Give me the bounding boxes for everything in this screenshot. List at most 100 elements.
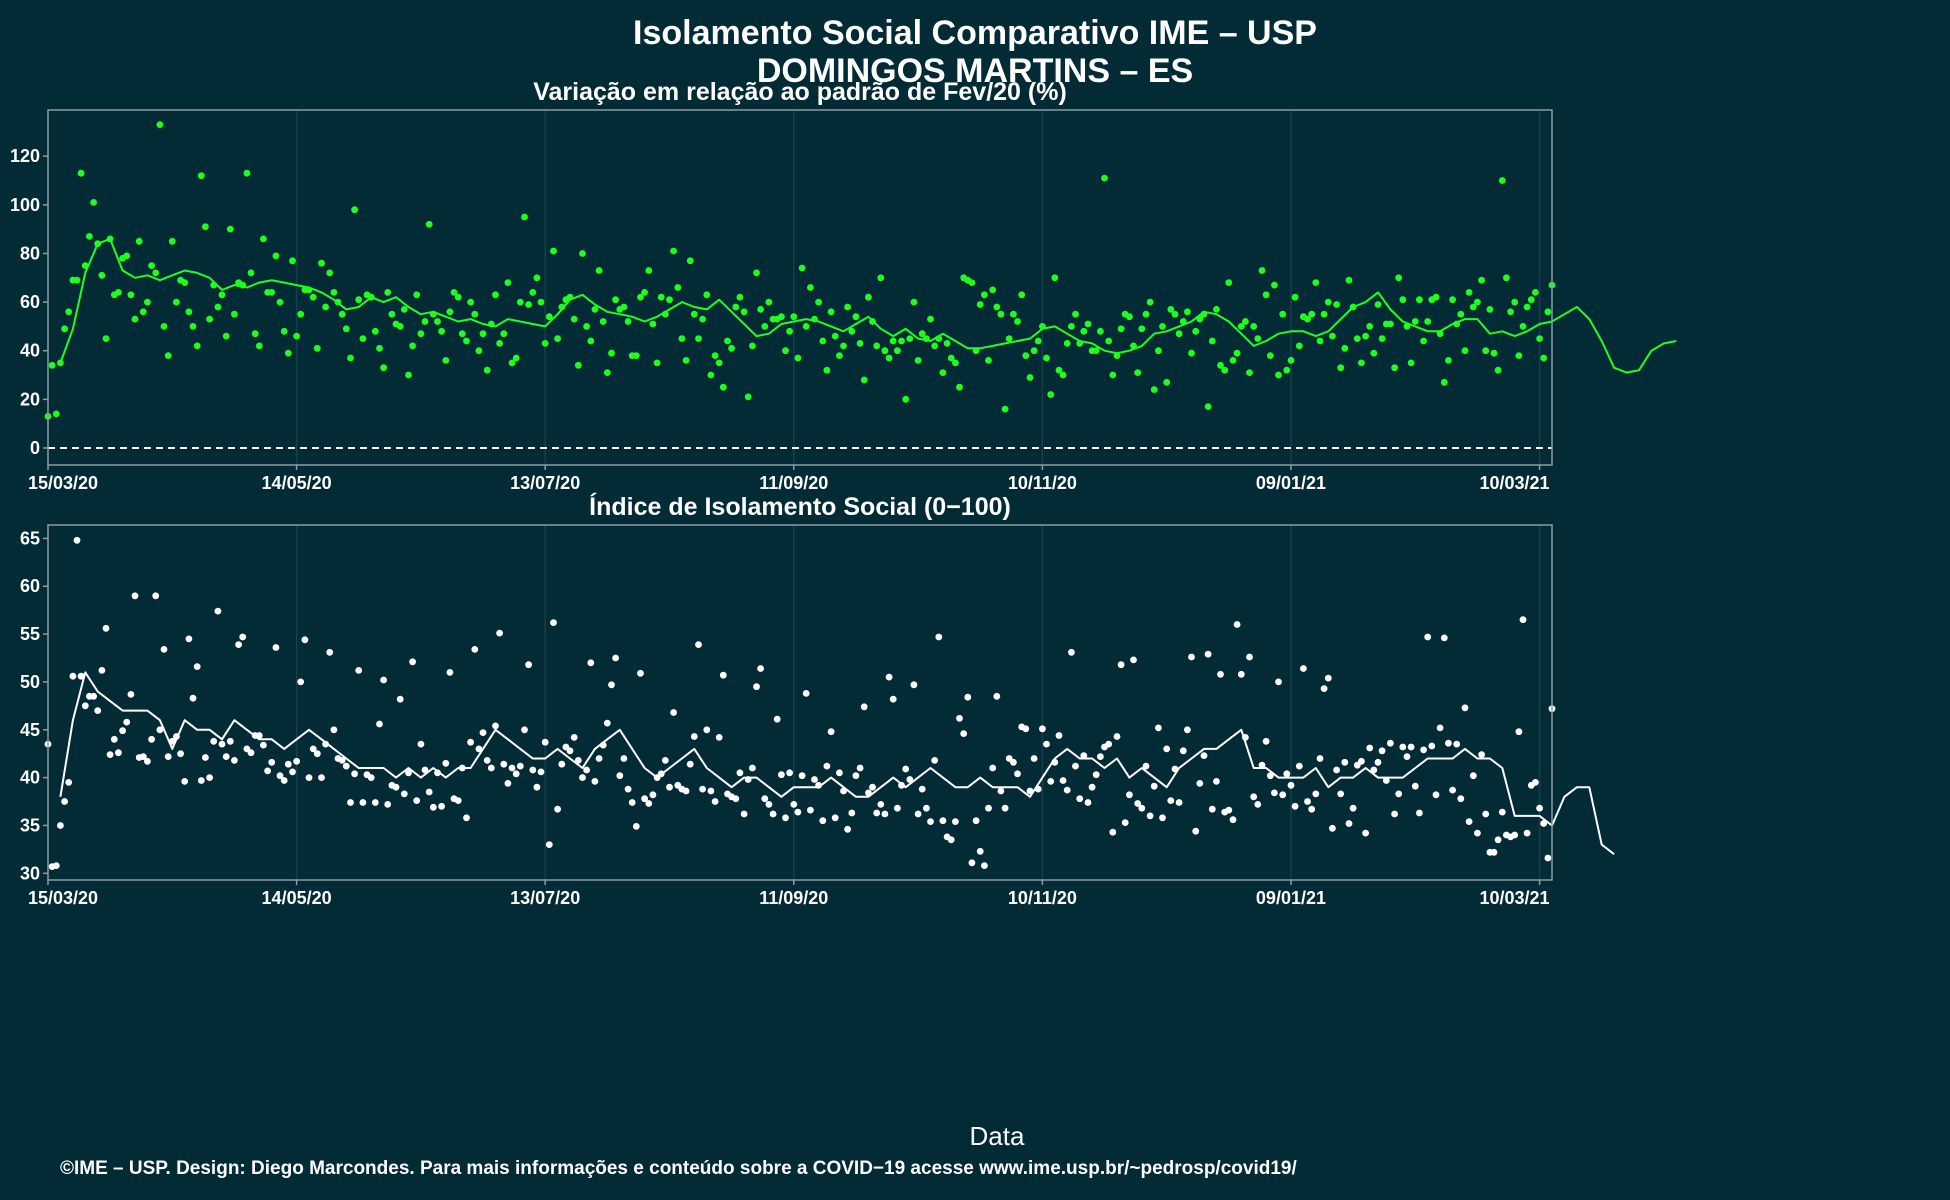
bottom-data-point [479, 729, 487, 736]
bottom-data-point [574, 757, 582, 764]
top-data-point [1030, 347, 1038, 355]
bottom-data-point [1188, 653, 1195, 661]
bottom-data-point [1022, 725, 1030, 733]
bottom-data-point [1146, 812, 1154, 820]
bottom-data-point [483, 757, 491, 764]
bottom-data-point [923, 804, 930, 812]
bottom-data-point [997, 787, 1005, 795]
bottom-data-point [641, 795, 648, 803]
bottom-data-point [139, 753, 147, 760]
top-data-point [193, 342, 201, 350]
bottom-data-point [1519, 616, 1527, 624]
bottom-data-point [57, 822, 64, 829]
top-data-point [1246, 369, 1253, 376]
top-data-point [529, 289, 537, 296]
bottom-data-point [608, 681, 615, 689]
top-data-point [1254, 335, 1262, 342]
bottom-x-tick-label: 10/03/21 [1479, 888, 1549, 908]
bottom-data-point [807, 806, 814, 814]
top-data-point [1018, 291, 1026, 299]
bottom-data-point [106, 751, 114, 758]
bottom-data-point [877, 801, 885, 808]
top-data-point [910, 298, 918, 306]
bottom-data-point [914, 810, 922, 818]
bottom-data-point [1233, 621, 1241, 628]
top-data-point [1134, 369, 1142, 376]
bottom-data-point [235, 641, 243, 648]
top-data-point [827, 308, 835, 316]
bottom-data-point [927, 818, 934, 825]
top-y-tick-label: 100 [10, 195, 40, 215]
bottom-data-point [1295, 762, 1303, 770]
top-data-point [1320, 310, 1328, 318]
top-data-point [1155, 347, 1162, 355]
bottom-data-point [670, 709, 677, 716]
top-data-point [148, 262, 156, 269]
bottom-data-point [1461, 704, 1469, 712]
bottom-data-point [1523, 829, 1531, 837]
bottom-data-point [852, 772, 860, 780]
bottom-data-point [848, 809, 856, 817]
bottom-data-point [1072, 762, 1079, 770]
top-data-point [1150, 386, 1158, 393]
bottom-data-point [326, 648, 334, 656]
bottom-data-point [740, 810, 748, 818]
top-data-point [280, 327, 288, 335]
top-data-point [367, 293, 375, 301]
bottom-data-point [860, 703, 868, 711]
bottom-data-point [496, 629, 503, 637]
bottom-data-point [1258, 761, 1266, 769]
bottom-data-point [1358, 757, 1365, 765]
top-data-point [218, 291, 226, 299]
top-data-point [1295, 342, 1303, 350]
top-data-point [210, 281, 218, 289]
top-data-point [1544, 308, 1552, 316]
bottom-data-point [1175, 799, 1183, 806]
top-data-point [939, 369, 947, 376]
top-data-point [1482, 347, 1490, 355]
bottom-data-point [1395, 790, 1403, 798]
bottom-data-point [894, 804, 901, 812]
bottom-data-point [144, 757, 151, 765]
bottom-data-point [732, 795, 740, 803]
bottom-data-point [396, 695, 404, 703]
bottom-data-point [110, 735, 118, 743]
top-data-point [1179, 318, 1187, 325]
top-data-point [338, 310, 346, 318]
bottom-data-point [322, 740, 329, 748]
bottom-y-tick-label: 60 [20, 576, 40, 596]
top-x-tick-label: 14/05/20 [262, 473, 332, 493]
bottom-data-point [566, 747, 574, 755]
top-data-point [757, 306, 764, 313]
bottom-data-point [865, 789, 872, 797]
bottom-data-point [1026, 787, 1034, 795]
bottom-data-point [94, 707, 102, 714]
top-data-point [558, 303, 566, 311]
bottom-data-point [778, 771, 785, 779]
top-panel-title: Variação em relação ao padrão de Fev/20 … [533, 78, 1067, 106]
top-data-point [1092, 347, 1100, 355]
bottom-data-point [1242, 734, 1249, 741]
bottom-data-point [1225, 806, 1233, 814]
top-data-point [719, 383, 727, 391]
top-data-point [1055, 366, 1063, 374]
bottom-data-point [736, 769, 744, 777]
bottom-data-point [260, 741, 267, 749]
top-data-point [268, 289, 276, 296]
bottom-data-point [1117, 661, 1125, 669]
bottom-data-point [181, 778, 189, 785]
bottom-data-point [537, 768, 545, 776]
top-data-point [206, 315, 214, 323]
top-data-point [1461, 347, 1469, 355]
top-y-tick-label: 120 [10, 146, 40, 166]
top-data-point [1532, 289, 1539, 296]
bottom-data-point [1291, 802, 1299, 810]
bottom-data-point [156, 726, 164, 734]
bottom-data-point [1498, 808, 1506, 816]
top-data-point [583, 323, 590, 330]
top-data-point [1349, 303, 1357, 311]
top-data-point [603, 369, 611, 376]
bottom-data-point [840, 787, 847, 795]
top-data-point [831, 332, 839, 340]
top-data-point [77, 169, 85, 177]
